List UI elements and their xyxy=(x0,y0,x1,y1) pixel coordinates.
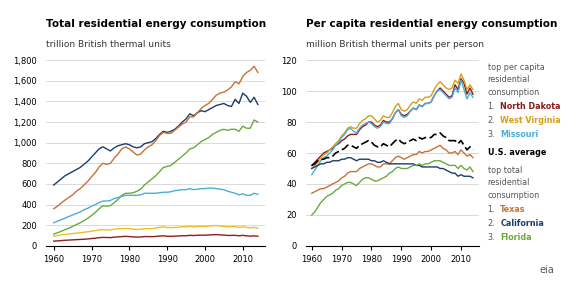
Text: Missouri: Missouri xyxy=(500,130,538,139)
Text: top per capita: top per capita xyxy=(488,63,544,72)
Text: 1.: 1. xyxy=(488,205,495,214)
Text: eia: eia xyxy=(539,265,554,275)
Text: million British thermal units per person: million British thermal units per person xyxy=(306,39,484,49)
Text: consumption: consumption xyxy=(488,190,539,200)
Text: Florida: Florida xyxy=(500,233,532,242)
Text: 2.: 2. xyxy=(488,219,495,228)
Text: North Dakota: North Dakota xyxy=(500,102,561,111)
Text: Total residential energy consumption: Total residential energy consumption xyxy=(46,19,266,29)
Text: West Virginia: West Virginia xyxy=(500,116,561,125)
Text: residential: residential xyxy=(488,178,530,187)
Text: 3.: 3. xyxy=(488,233,495,242)
Text: trillion British thermal units: trillion British thermal units xyxy=(46,39,171,49)
Text: consumption: consumption xyxy=(488,88,539,97)
Text: 2.: 2. xyxy=(488,116,495,125)
Text: 1.: 1. xyxy=(488,102,495,111)
Text: Texas: Texas xyxy=(500,205,526,214)
Text: residential: residential xyxy=(488,75,530,84)
Text: California: California xyxy=(500,219,544,228)
Text: Per capita residential energy consumption: Per capita residential energy consumptio… xyxy=(306,19,557,29)
Text: U.S. average: U.S. average xyxy=(488,148,546,157)
Text: top total: top total xyxy=(488,166,522,175)
Text: 3.: 3. xyxy=(488,130,495,139)
